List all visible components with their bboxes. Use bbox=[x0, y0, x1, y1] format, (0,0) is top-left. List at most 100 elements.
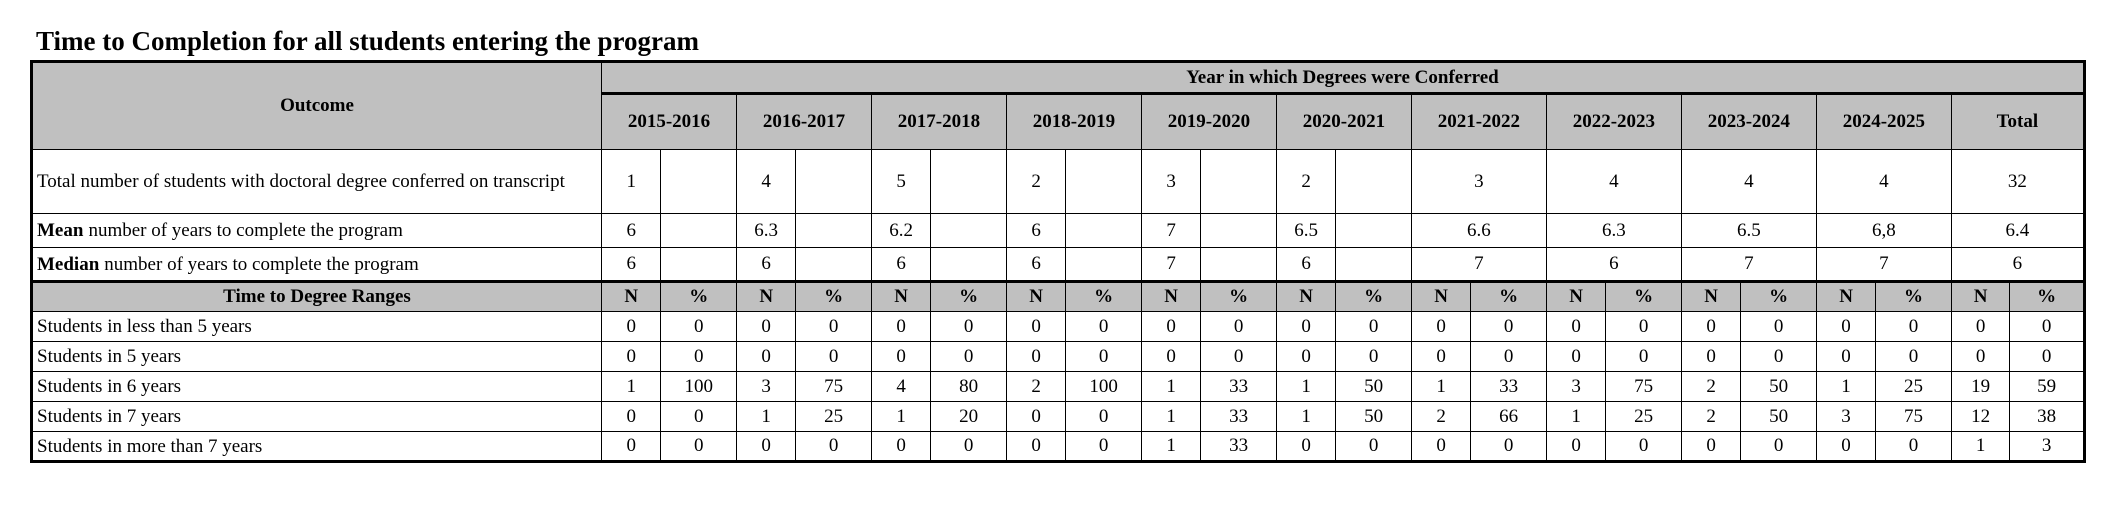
value-cell: 7 bbox=[1140, 247, 1202, 282]
value-cell: 33 bbox=[1200, 401, 1277, 432]
value-cell: 25 bbox=[1875, 371, 1952, 402]
value-cell: 0 bbox=[1005, 311, 1067, 342]
sub-header: % bbox=[2009, 280, 2085, 312]
row-label: Students in 5 years bbox=[31, 341, 602, 372]
value-cell: 0 bbox=[1335, 311, 1412, 342]
row-label: Mean number of years to complete the prog… bbox=[31, 213, 602, 248]
value-cell: 1 bbox=[1140, 371, 1202, 402]
value-cell: 3 bbox=[1140, 149, 1202, 214]
value-cell: 0 bbox=[1200, 341, 1277, 372]
value-cell: 0 bbox=[1605, 311, 1682, 342]
row-label-bold: Median bbox=[37, 253, 100, 275]
empty-cell bbox=[795, 149, 872, 214]
value-cell: 0 bbox=[2009, 311, 2085, 342]
value-cell: 1 bbox=[600, 149, 662, 214]
year-header: 2020-2021 bbox=[1275, 92, 1412, 150]
value-cell: 0 bbox=[1875, 431, 1952, 462]
year-row: 2015-2016 2016-2017 2017-2018 2018-2019 2019… bbox=[32, 92, 2085, 150]
empty-cell bbox=[1200, 247, 1277, 282]
value-cell: 1 bbox=[1815, 371, 1877, 402]
empty-cell bbox=[1200, 213, 1277, 248]
value-cell: 0 bbox=[600, 311, 662, 342]
value-cell: 6.4 bbox=[1950, 213, 2085, 248]
value-cell: 0 bbox=[735, 311, 797, 342]
value-cell: 0 bbox=[930, 341, 1007, 372]
sub-header: % bbox=[1875, 280, 1952, 312]
value-cell: 1 bbox=[1545, 401, 1607, 432]
year-header: 2024-2025 bbox=[1815, 92, 1952, 150]
value-cell: 0 bbox=[1950, 311, 2011, 342]
value-cell: 0 bbox=[1410, 341, 1472, 372]
value-cell: 7 bbox=[1140, 213, 1202, 248]
value-cell: 0 bbox=[660, 341, 737, 372]
value-cell: 0 bbox=[600, 431, 662, 462]
value-cell: 0 bbox=[1275, 341, 1337, 372]
summary-row: Total number of students with doctoral d… bbox=[31, 149, 2085, 214]
value-cell: 0 bbox=[1005, 401, 1067, 432]
value-cell: 0 bbox=[1950, 341, 2011, 372]
empty-cell bbox=[795, 247, 872, 282]
sub-header: N bbox=[1140, 280, 1202, 312]
value-cell: 1 bbox=[1275, 401, 1337, 432]
value-cell: 4 bbox=[735, 149, 797, 214]
data-row: Students in more than 7 years 0 0 0 0 0 0 0 0 1 33… bbox=[31, 431, 2085, 462]
value-cell: 0 bbox=[1470, 431, 1547, 462]
value-cell: 7 bbox=[1680, 247, 1817, 282]
year-header: Total bbox=[1950, 92, 2085, 150]
value-cell: 5 bbox=[870, 149, 932, 214]
year-header: 2015-2016 bbox=[601, 92, 737, 150]
value-cell: 6 bbox=[735, 247, 797, 282]
value-cell: 0 bbox=[1335, 431, 1412, 462]
sub-header: N bbox=[1005, 280, 1067, 312]
empty-cell bbox=[1200, 149, 1277, 214]
value-cell: 0 bbox=[1200, 311, 1277, 342]
empty-cell bbox=[795, 213, 872, 248]
sub-header: N bbox=[735, 280, 797, 312]
value-cell: 0 bbox=[1680, 431, 1742, 462]
value-cell: 75 bbox=[795, 371, 872, 402]
ranges-header: Time to Degree Ranges bbox=[31, 280, 602, 312]
empty-cell bbox=[660, 149, 737, 214]
value-cell: 1 bbox=[735, 401, 797, 432]
completion-table: Outcome Year in which Degrees were Confer… bbox=[30, 60, 2086, 463]
summary-row: Mean number of years to complete the prog… bbox=[31, 213, 2085, 248]
value-cell: 0 bbox=[1740, 311, 1817, 342]
value-cell: 0 bbox=[735, 341, 797, 372]
value-cell: 0 bbox=[930, 311, 1007, 342]
value-cell: 6.3 bbox=[735, 213, 797, 248]
year-header: 2017-2018 bbox=[870, 92, 1007, 150]
value-cell: 6 bbox=[870, 247, 932, 282]
value-cell: 1 bbox=[1140, 401, 1202, 432]
value-cell: 0 bbox=[795, 431, 872, 462]
value-cell: 0 bbox=[1545, 311, 1607, 342]
value-cell: 0 bbox=[1005, 341, 1067, 372]
value-cell: 0 bbox=[1410, 311, 1472, 342]
value-cell: 0 bbox=[1605, 341, 1682, 372]
value-cell: 50 bbox=[1335, 401, 1412, 432]
value-cell: 3 bbox=[2009, 431, 2085, 462]
value-cell: 0 bbox=[870, 431, 932, 462]
value-cell: 0 bbox=[1140, 311, 1202, 342]
value-cell: 0 bbox=[1875, 341, 1952, 372]
value-cell: 20 bbox=[930, 401, 1007, 432]
value-cell: 12 bbox=[1950, 401, 2011, 432]
empty-cell bbox=[1065, 213, 1142, 248]
sub-header: % bbox=[1470, 280, 1547, 312]
year-header: 2022-2023 bbox=[1545, 92, 1682, 150]
value-cell: 2 bbox=[1680, 401, 1742, 432]
value-cell: 2 bbox=[1410, 401, 1472, 432]
value-cell: 80 bbox=[930, 371, 1007, 402]
value-cell: 100 bbox=[660, 371, 737, 402]
value-cell: 3 bbox=[1410, 149, 1547, 214]
value-cell: 0 bbox=[1815, 311, 1877, 342]
value-cell: 0 bbox=[1275, 431, 1337, 462]
year-header: 2023-2024 bbox=[1680, 92, 1817, 150]
value-cell: 1 bbox=[1140, 431, 1202, 462]
row-label-text: Total number of students with doctoral d… bbox=[37, 171, 565, 192]
value-cell: 0 bbox=[1545, 341, 1607, 372]
row-label: Total number of students with doctoral d… bbox=[31, 149, 602, 214]
value-cell: 4 bbox=[1815, 149, 1952, 214]
value-cell: 6 bbox=[600, 247, 662, 282]
value-cell: 1 bbox=[870, 401, 932, 432]
outcome-header: Outcome bbox=[31, 61, 602, 150]
